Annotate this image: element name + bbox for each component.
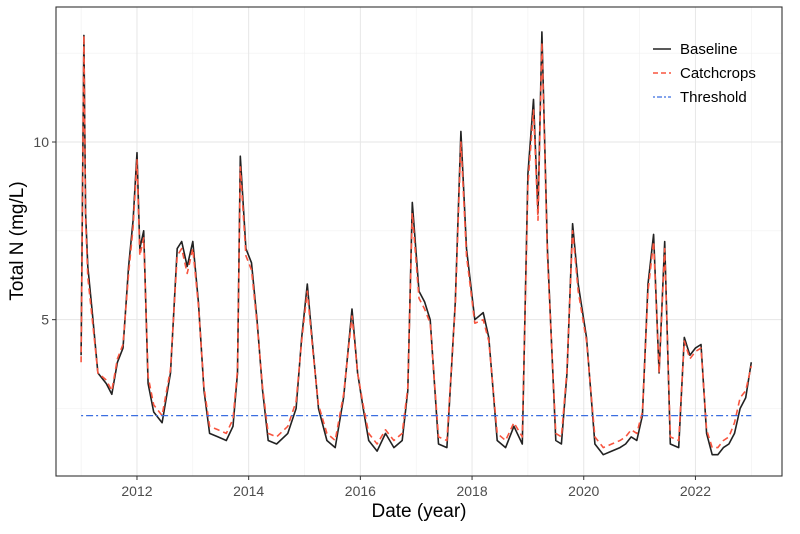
legend-label-baseline: Baseline	[680, 41, 738, 58]
y-tick-label: 5	[41, 312, 49, 328]
x-ticks: 2012 2014 2016 2018 2020 2022	[121, 476, 711, 499]
legend-label-catchcrops: Catchcrops	[680, 65, 756, 82]
series-line-catchcrops	[80, 34, 753, 449]
x-tick-label: 2020	[568, 483, 599, 499]
grid	[56, 7, 782, 476]
legend-label-threshold: Threshold	[680, 89, 747, 106]
x-axis-title: Date (year)	[371, 501, 466, 522]
y-tick-label: 10	[33, 134, 49, 150]
plot-panel	[56, 7, 782, 476]
series-layer	[80, 31, 753, 456]
legend: Baseline Catchcrops Threshold	[653, 41, 756, 106]
x-tick-label: 2014	[233, 483, 264, 499]
x-tick-label: 2012	[121, 483, 152, 499]
y-axis-title: Total N (mg/L)	[7, 181, 28, 300]
x-tick-label: 2016	[345, 483, 376, 499]
plot-border	[55, 6, 783, 477]
x-tick-label: 2018	[456, 483, 487, 499]
x-tick-label: 2022	[680, 483, 711, 499]
y-ticks: 5 10	[33, 134, 56, 328]
